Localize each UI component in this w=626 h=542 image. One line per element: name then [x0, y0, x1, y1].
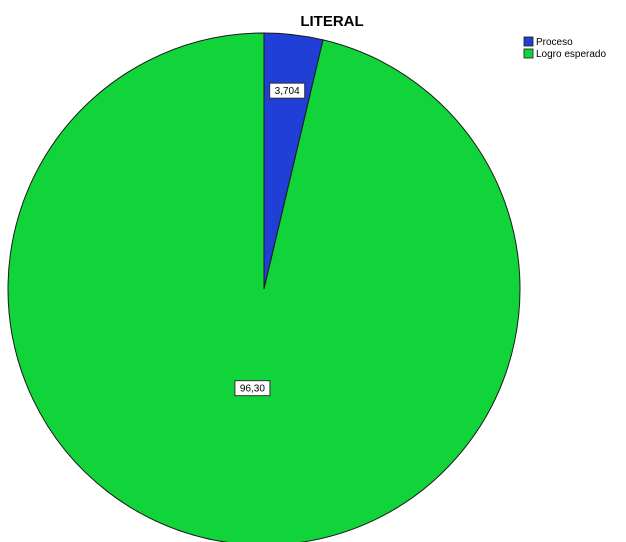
legend-swatch-proceso	[523, 36, 534, 47]
data-label-logro-esperado: 96,30	[234, 380, 271, 397]
data-label-proceso: 3,704	[269, 82, 306, 99]
data-label-box	[234, 380, 271, 397]
pie-slice-logro-esperado	[7, 32, 521, 542]
pie-data-labels: 3,704 96,30	[234, 82, 306, 397]
legend-label-logro-esperado: Logro esperado	[536, 49, 606, 60]
legend-swatch-logro-esperado	[523, 48, 534, 59]
data-label-box	[269, 82, 306, 99]
data-label-text: 96,30	[240, 384, 265, 395]
chart-title: LITERAL	[300, 13, 363, 30]
legend-label-proceso: Proceso	[536, 37, 573, 48]
pie-slices	[7, 32, 521, 542]
data-label-text: 3,704	[275, 86, 300, 97]
